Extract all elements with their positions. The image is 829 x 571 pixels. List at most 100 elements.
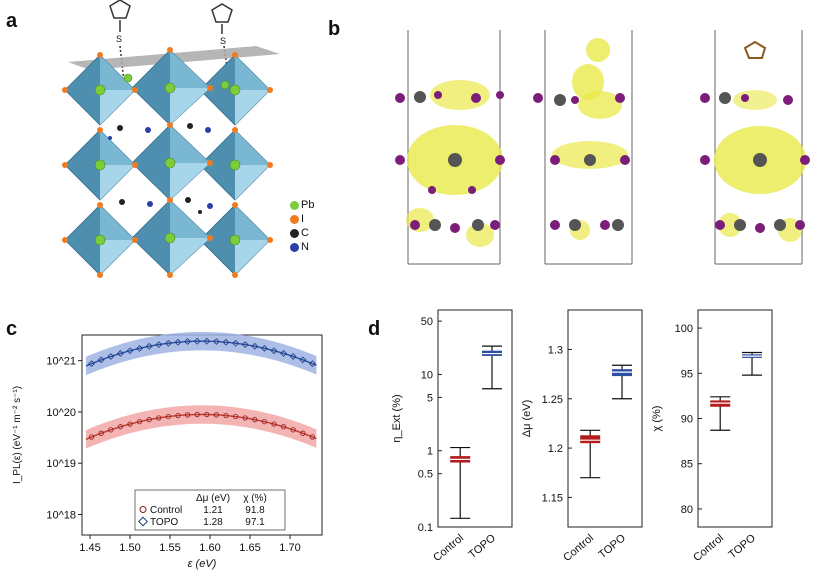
y-tick-label: 100 xyxy=(675,323,693,335)
y-tick-label: 10^20 xyxy=(46,407,76,419)
x-category-label: Control xyxy=(691,532,726,564)
y-tick-label: 80 xyxy=(681,504,693,516)
x-tick-label: 1.70 xyxy=(279,542,300,554)
inset-row-label: TOPO xyxy=(150,517,178,528)
inset-row-chi: 91.8 xyxy=(245,505,265,516)
data-point-control xyxy=(137,419,143,425)
data-point-topo xyxy=(165,339,172,347)
legend-entry-n: N xyxy=(290,240,330,254)
data-point-topo xyxy=(136,344,143,352)
y-tick-label: 1.15 xyxy=(542,492,563,504)
c-n-atoms xyxy=(108,123,213,214)
x-tick-label: 1.50 xyxy=(119,542,140,554)
series-band-topo xyxy=(86,331,317,376)
legend-label-n: N xyxy=(301,241,309,253)
legend-entry-i: I xyxy=(290,212,330,226)
box-plot-frame xyxy=(567,309,643,528)
data-point-topo xyxy=(261,344,268,352)
data-point-control xyxy=(242,415,248,421)
x-category-label: Control xyxy=(561,532,596,564)
i-atoms xyxy=(62,47,273,278)
data-point-topo xyxy=(251,342,259,350)
y-axis-label: χ (%) xyxy=(651,406,663,432)
data-point-control xyxy=(213,412,219,418)
legend-label-c: C xyxy=(301,227,309,239)
x-tick-label: 1.45 xyxy=(79,542,100,554)
panel-letter-b: b xyxy=(328,18,341,40)
charge-density-images xyxy=(395,30,810,265)
data-point-control xyxy=(261,419,267,425)
data-point-topo xyxy=(174,338,182,346)
x-category-label: TOPO xyxy=(466,532,498,561)
y-axis-label: Δμ (eV) xyxy=(521,400,533,438)
data-point-topo xyxy=(97,356,105,364)
data-point-control xyxy=(204,411,210,418)
data-point-control xyxy=(300,430,306,436)
data-point-control xyxy=(194,411,200,418)
data-point-control xyxy=(165,413,171,420)
i-legend-dot xyxy=(290,214,299,224)
data-point-topo xyxy=(289,353,297,360)
data-point-topo xyxy=(117,350,124,357)
y-tick-label: 1.3 xyxy=(548,344,563,356)
atom-legend: Pb I C N xyxy=(290,198,330,254)
perovskite-structure-illustration: S S xyxy=(62,0,280,278)
data-point-control xyxy=(280,424,287,430)
x-category-label: Control xyxy=(431,532,466,564)
data-point-topo xyxy=(88,360,95,368)
y-tick-label: 95 xyxy=(681,368,693,380)
panel-letter-c: c xyxy=(6,318,18,340)
data-point-topo xyxy=(155,341,163,348)
y-axis-label: I_PL(ε) (eV⁻¹ m⁻² s⁻¹) xyxy=(12,386,23,484)
data-point-topo xyxy=(241,341,249,348)
box-plot-frame xyxy=(697,309,773,528)
pb-legend-dot xyxy=(290,200,299,210)
atom-sites xyxy=(395,91,810,233)
data-point-topo xyxy=(270,347,278,355)
y-tick-label: 90 xyxy=(681,414,693,426)
data-point-topo xyxy=(193,337,201,345)
data-point-topo xyxy=(309,360,316,368)
panel-letter-a: a xyxy=(6,10,18,32)
inset-table-header: χ (%) xyxy=(243,493,267,504)
data-point-topo xyxy=(232,339,239,347)
x-tick-label: 1.60 xyxy=(199,542,220,554)
inset-row-dmu: 1.28 xyxy=(203,517,223,528)
y-tick-label: 5 xyxy=(427,392,433,404)
data-point-control xyxy=(98,430,104,436)
y-tick-label: 10^18 xyxy=(46,509,76,521)
series-band-control xyxy=(86,405,317,449)
data-point-control xyxy=(252,417,258,423)
data-point-control xyxy=(146,417,152,423)
data-point-topo xyxy=(299,356,307,364)
data-point-control xyxy=(233,413,239,420)
data-point-control xyxy=(175,412,181,419)
x-tick-label: 1.65 xyxy=(239,542,260,554)
pb-sites xyxy=(414,91,786,231)
svg-text:S: S xyxy=(116,34,122,44)
pb-atoms xyxy=(94,73,241,246)
data-point-control xyxy=(309,434,315,440)
data-point-control xyxy=(127,421,133,427)
data-point-topo xyxy=(213,338,220,345)
y-tick-label: 0.1 xyxy=(418,522,433,534)
data-point-topo xyxy=(280,350,287,357)
y-tick-label: 50 xyxy=(421,316,433,328)
y-tick-label: 1.2 xyxy=(548,443,563,455)
data-point-control xyxy=(185,412,191,418)
svg-text:S: S xyxy=(220,36,226,46)
pl-spectrum-chart: 1.45 1.50 1.55 1.60 1.65 1.70 10^18 10^19 10^20 1… xyxy=(12,331,323,570)
data-point-control xyxy=(156,415,162,421)
x-axis-label: ε (eV) xyxy=(188,558,217,570)
y-tick-label: 0.5 xyxy=(418,469,433,481)
data-point-control xyxy=(271,421,277,427)
y-tick-label: 10 xyxy=(421,369,433,381)
inset-table-frame xyxy=(134,489,286,531)
legend-entry-pb: Pb xyxy=(290,198,330,212)
data-point-topo xyxy=(126,347,134,355)
y-tick-label: 10^19 xyxy=(46,458,76,470)
series-line-topo xyxy=(85,340,317,367)
data-point-control xyxy=(89,434,95,440)
